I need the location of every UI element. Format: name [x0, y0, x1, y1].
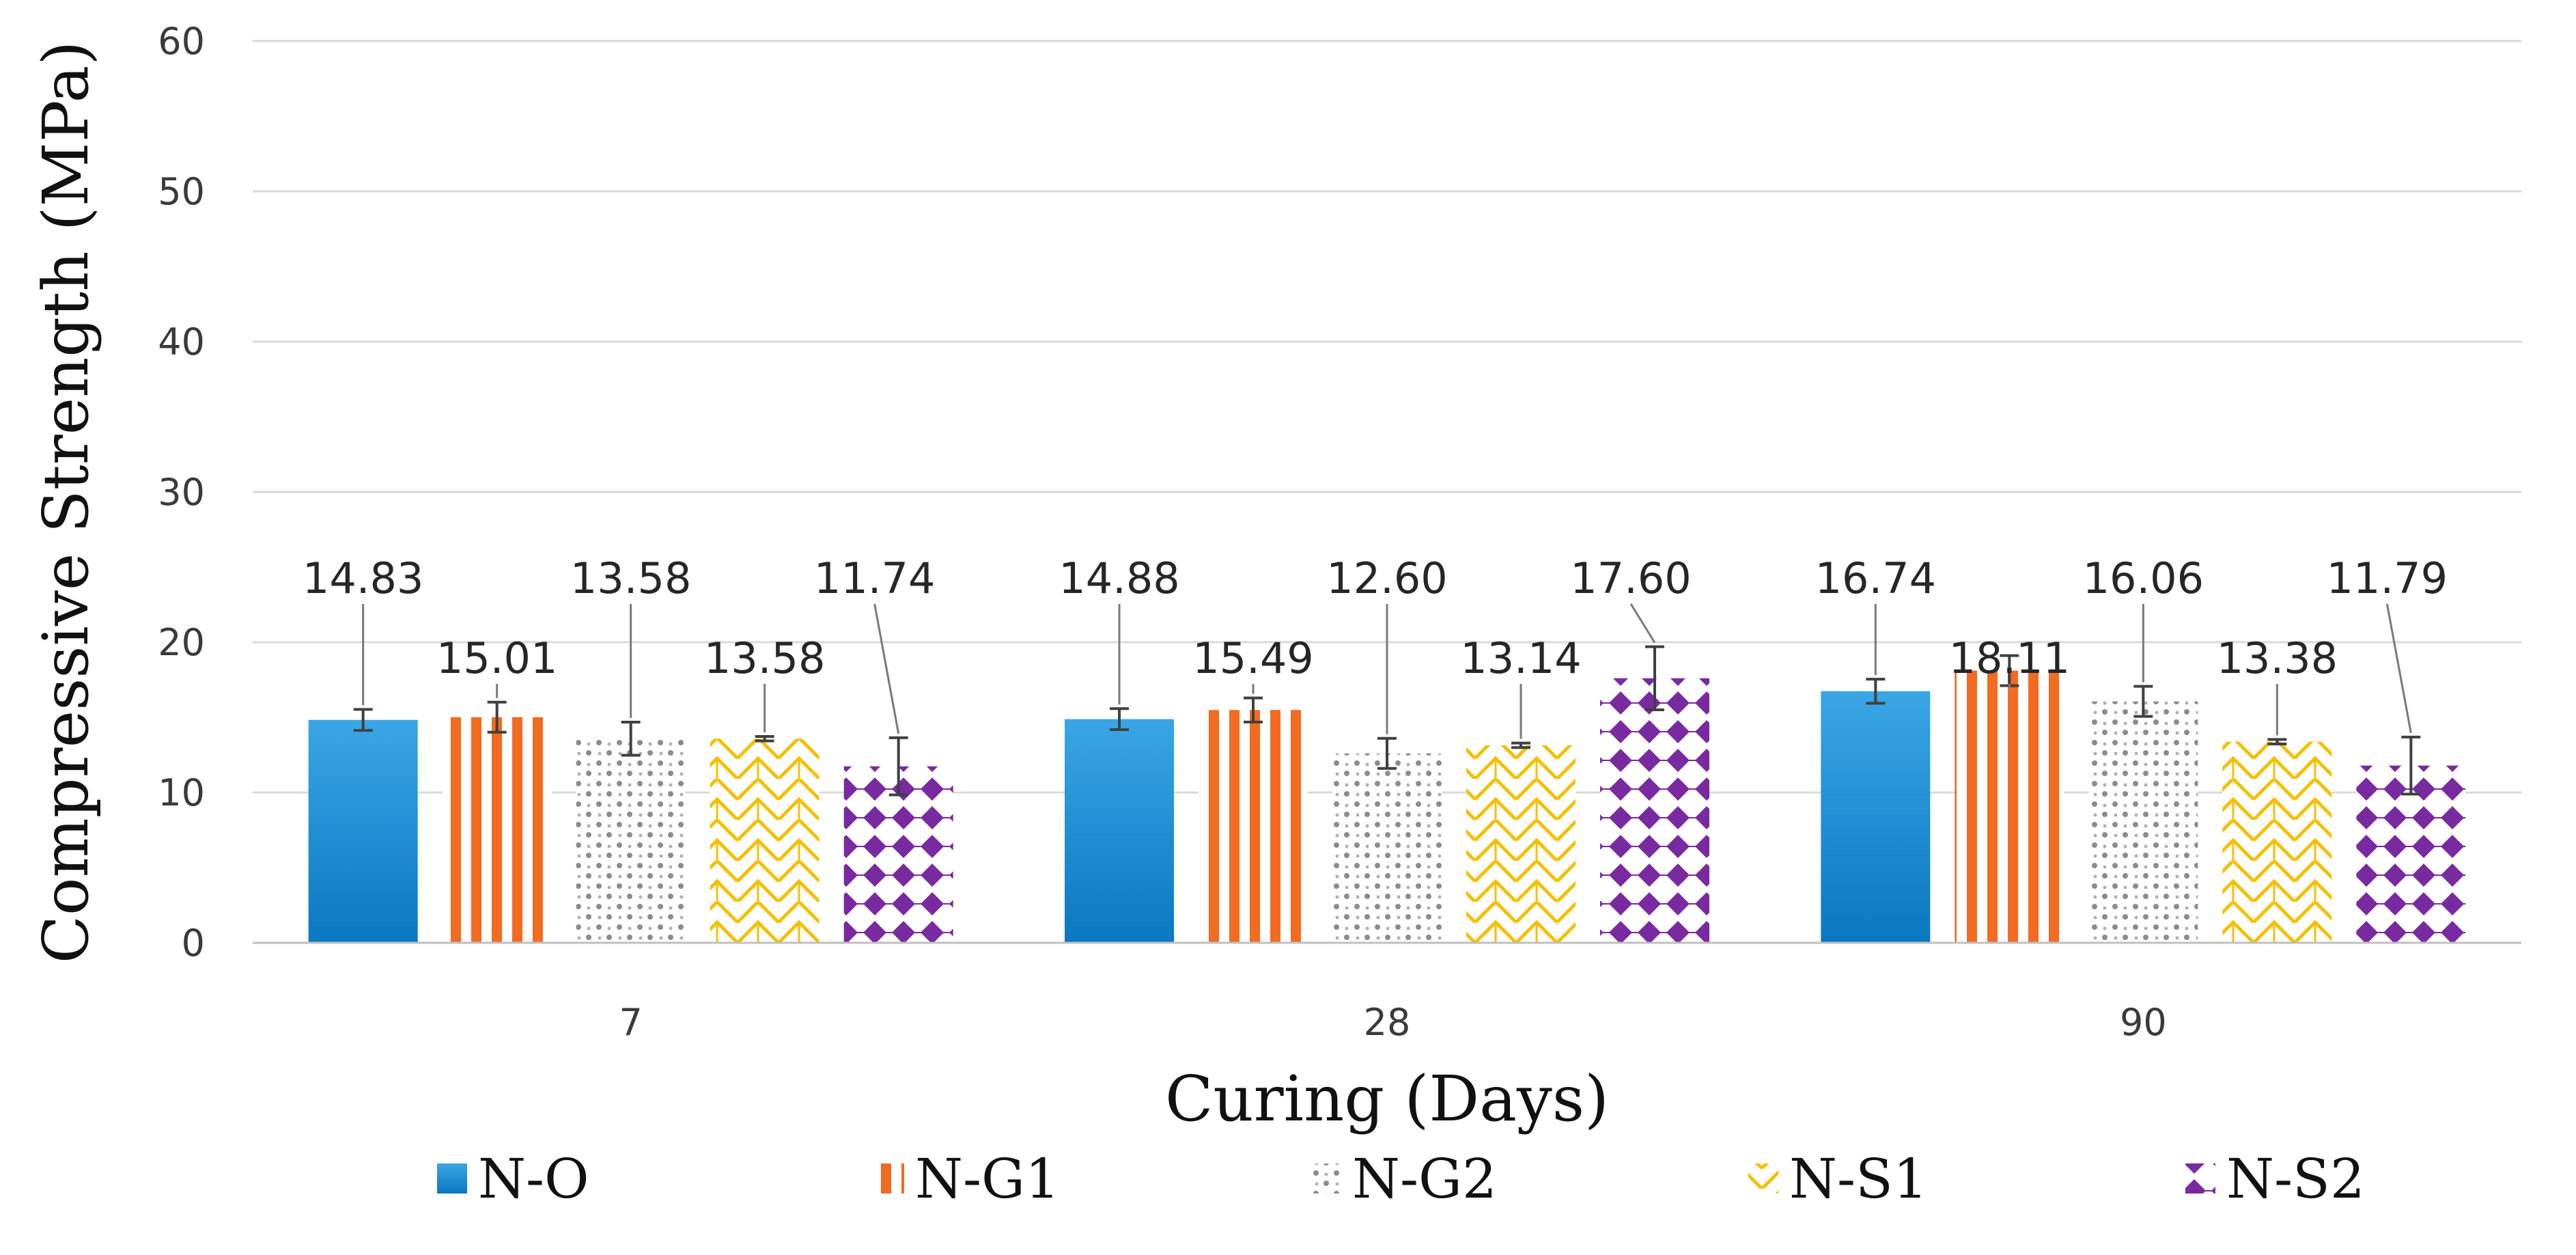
bar-n-g2-28: [1332, 753, 1442, 943]
data-label: 16.74: [1815, 553, 1937, 603]
legend-label: N-G2: [1352, 1147, 1497, 1211]
y-tick-label: 60: [158, 20, 205, 63]
bar-n-g2-7: [576, 739, 686, 943]
bar-n-o-90: [1821, 691, 1931, 943]
data-label: 15.49: [1192, 633, 1314, 683]
legend-swatch-n-s2: [2185, 1163, 2215, 1194]
bar-n-s1-7: [710, 739, 820, 943]
data-label: 15.01: [436, 633, 558, 683]
legend-swatch-n-s1: [1748, 1163, 1778, 1194]
bar-n-g1-90: [1955, 670, 2064, 943]
legend-label: N-S1: [1789, 1147, 1928, 1211]
data-label: 18.11: [1949, 633, 2071, 683]
y-tick-label: 20: [158, 621, 205, 664]
data-label: 11.79: [2327, 553, 2448, 603]
y-axis-ticks: 0 10 20 30 40 50 60: [158, 20, 205, 965]
bar-n-s1-28: [1466, 745, 1576, 943]
bar-n-o-28: [1065, 719, 1174, 943]
data-label: 13.38: [2217, 633, 2338, 683]
legend-swatch-n-g1: [874, 1163, 904, 1194]
bar-n-g2-90: [2088, 701, 2198, 943]
bar-n-g1-7: [442, 717, 552, 943]
legend-swatch-n-g2: [1311, 1163, 1341, 1194]
x-axis-ticks: 7 28 90: [619, 1001, 2166, 1044]
data-label-leader: [873, 603, 900, 734]
y-tick-label: 0: [182, 922, 205, 965]
y-tick-label: 10: [158, 771, 205, 814]
legend-label: N-O: [478, 1147, 589, 1211]
data-label: 14.83: [303, 553, 424, 603]
legend: N-O N-G1 N-G2 N-S1 N-S2: [437, 1147, 2365, 1211]
bar-n-o-7: [308, 719, 418, 943]
y-tick-label: 30: [158, 471, 205, 514]
data-label: 12.60: [1326, 553, 1448, 603]
bar-n-g1-28: [1199, 710, 1308, 943]
y-axis-title: Compressive Strength (MPa): [29, 41, 102, 964]
data-label: 16.06: [2083, 553, 2204, 603]
data-label: 13.58: [704, 633, 826, 683]
data-label: 14.88: [1059, 553, 1180, 603]
x-tick-label: 7: [619, 1001, 642, 1044]
x-tick-label: 28: [1364, 1001, 1411, 1044]
data-label: 13.14: [1460, 633, 1582, 683]
data-label: 13.58: [570, 553, 692, 603]
bar-n-s2-28: [1600, 678, 1709, 943]
x-tick-label: 90: [2120, 1001, 2167, 1044]
legend-label: N-S2: [2226, 1147, 2365, 1211]
data-label: 17.60: [1570, 553, 1692, 603]
data-label-leader: [2385, 603, 2412, 734]
legend-label: N-G1: [915, 1147, 1060, 1211]
bar-n-s1-90: [2222, 741, 2332, 943]
data-label-leader: [1629, 603, 1656, 644]
data-label: 11.74: [814, 553, 936, 603]
y-tick-label: 40: [158, 320, 205, 363]
x-axis-title: Curing (Days): [1165, 1062, 1609, 1135]
legend-swatch-n-o: [437, 1163, 467, 1194]
y-tick-label: 50: [158, 170, 205, 213]
